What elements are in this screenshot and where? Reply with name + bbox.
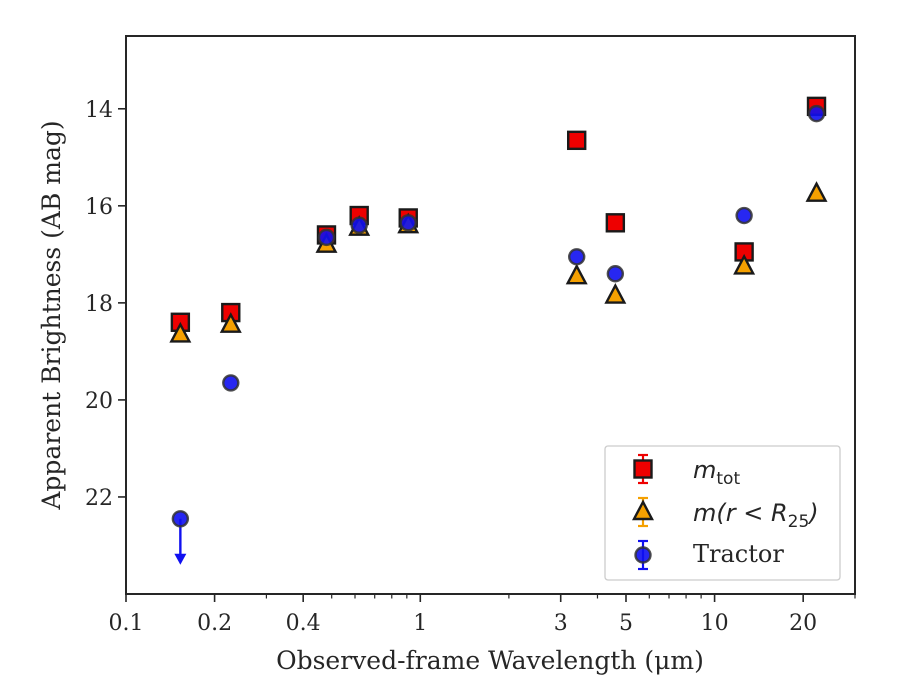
square-point	[567, 130, 587, 151]
y-tick-label: 20	[85, 389, 113, 414]
circle-point	[807, 104, 826, 123]
circle-point	[735, 206, 753, 225]
triangle-point	[169, 321, 192, 343]
circle-point	[568, 248, 586, 266]
legend-label-m-r25: m(r < R25)	[693, 499, 819, 532]
triangle-point	[565, 263, 588, 285]
x-tick-label: 0.2	[197, 611, 232, 636]
legend-markers	[632, 453, 654, 571]
legend-label-tractor: Tractor	[693, 540, 784, 568]
y-tick-label: 16	[85, 195, 113, 220]
x-tick-label: 0.4	[286, 611, 321, 636]
triangle-point	[604, 283, 627, 304]
square-point	[605, 213, 626, 233]
circle-point	[399, 214, 417, 232]
circle-point	[350, 216, 368, 234]
x-tick-label: 0.1	[109, 611, 144, 636]
circle-point	[317, 228, 336, 247]
circle-point	[171, 510, 190, 528]
triangle-point	[805, 181, 828, 202]
legend-label-mtot: mtot	[693, 456, 740, 489]
axis-ticks: 0.1 0.2 0.4 1 3 5 10 20 14 16 18 20 22	[85, 98, 856, 636]
legend: mtot m(r < R25) Tractor	[604, 445, 841, 581]
upper-limit-arrowhead	[174, 553, 187, 565]
legend-box	[604, 445, 841, 581]
plot-area	[169, 96, 828, 565]
x-tick-label: 5	[619, 611, 633, 636]
legend-circle-marker	[634, 546, 652, 564]
y-tick-label: 22	[85, 486, 113, 511]
triangle-point	[219, 312, 242, 333]
circle-point	[222, 374, 240, 392]
x-tick-label: 20	[789, 611, 817, 636]
legend-triangle-marker	[632, 499, 654, 521]
x-axis-label: Observed-frame Wavelength (μm)	[276, 646, 704, 675]
plot-frame	[125, 35, 856, 595]
legend-square-marker	[633, 459, 653, 479]
triangle-point	[733, 253, 756, 275]
x-tick-label: 1	[413, 611, 427, 636]
y-axis-label: Apparent Brightness (AB mag)	[37, 120, 66, 510]
x-tick-label: 10	[701, 611, 729, 636]
circle-point	[606, 265, 625, 283]
y-tick-label: 14	[85, 98, 113, 123]
x-tick-label: 3	[554, 611, 568, 636]
y-tick-label: 18	[85, 292, 113, 317]
